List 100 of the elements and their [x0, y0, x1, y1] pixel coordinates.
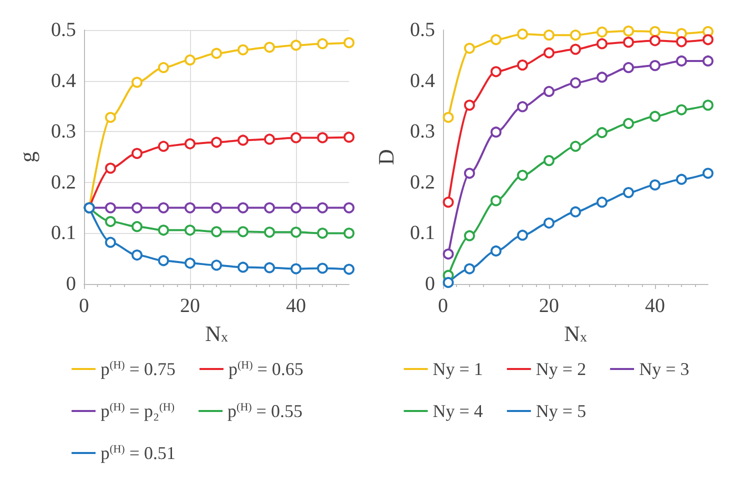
x-tick-label: 40 [645, 295, 665, 317]
point [105, 216, 116, 228]
point [264, 134, 275, 145]
point [676, 36, 687, 48]
point [184, 202, 196, 214]
y-tick-label: 0.2 [410, 171, 435, 194]
point [517, 230, 528, 241]
y-tick-label: 0 [66, 273, 76, 295]
point [211, 202, 222, 214]
point [650, 35, 660, 46]
point [238, 202, 248, 214]
point [676, 104, 687, 116]
point [544, 30, 554, 41]
point [290, 263, 302, 274]
point [517, 60, 528, 71]
point [158, 62, 169, 74]
point [211, 136, 222, 148]
point [623, 118, 634, 129]
y-tick-label: 0.2 [51, 171, 76, 194]
point [623, 187, 634, 198]
point [211, 260, 222, 271]
point [132, 250, 142, 261]
point [317, 202, 328, 214]
legend-label: Ny = 3 [639, 359, 690, 379]
point [570, 30, 581, 41]
point [290, 132, 302, 144]
y-tick-label: 0.4 [51, 70, 76, 92]
legend-label: Ny = 2 [536, 359, 586, 379]
point [132, 76, 142, 88]
y-tick-label: 0.3 [51, 120, 76, 143]
y-tick-label: 0.5 [410, 19, 435, 41]
point [464, 100, 475, 111]
point [702, 168, 714, 179]
point [317, 38, 328, 50]
point [264, 226, 275, 238]
point [132, 221, 142, 232]
point [490, 126, 502, 138]
point [344, 264, 354, 275]
point [264, 262, 275, 274]
point [238, 262, 248, 273]
point [544, 86, 554, 97]
point [623, 26, 634, 37]
point [544, 47, 554, 58]
x-axis-title: Nx [205, 321, 228, 346]
y-axis-title: g [14, 152, 40, 162]
point [650, 179, 660, 190]
point [105, 112, 116, 123]
point [238, 44, 248, 56]
point [158, 140, 169, 152]
y-tick-label: 0.1 [410, 222, 435, 244]
y-tick-label: 0.3 [410, 120, 435, 143]
point [517, 28, 528, 40]
legend-label: Ny = 5 [536, 401, 586, 421]
point [442, 248, 454, 260]
point [570, 77, 581, 88]
point [544, 218, 554, 229]
point [132, 202, 142, 214]
point [570, 206, 581, 218]
point [702, 34, 714, 46]
point [442, 276, 454, 288]
point [317, 262, 328, 274]
point [596, 72, 608, 83]
point [105, 202, 116, 214]
x-tick-label: 40 [286, 295, 306, 317]
point [623, 62, 634, 74]
point [158, 255, 169, 266]
point [132, 148, 142, 159]
point [105, 236, 116, 248]
point [158, 202, 169, 214]
point [344, 202, 354, 214]
x-axis-title: Nx [564, 321, 587, 346]
point [317, 228, 328, 239]
point [184, 224, 196, 236]
point [596, 38, 608, 50]
point [702, 55, 714, 66]
point [517, 170, 528, 181]
point [184, 258, 196, 269]
legend-label: Ny = 1 [432, 359, 483, 379]
point [238, 134, 248, 146]
y-axis-title: D [374, 149, 398, 165]
point [464, 42, 475, 54]
point [238, 226, 248, 238]
y-tick-label: 0.4 [410, 70, 435, 92]
point [676, 174, 687, 185]
point [290, 226, 302, 238]
y-tick-label: 0 [425, 273, 435, 295]
point [442, 112, 454, 123]
point [344, 37, 354, 48]
point [596, 196, 608, 208]
point [158, 224, 169, 236]
point [544, 155, 554, 166]
point [464, 263, 475, 274]
point [211, 226, 222, 238]
point [344, 132, 354, 143]
point [570, 44, 581, 55]
point [211, 48, 222, 59]
y-tick-label: 0.5 [51, 19, 76, 41]
point [264, 202, 275, 214]
point [184, 138, 196, 150]
point [490, 195, 502, 206]
